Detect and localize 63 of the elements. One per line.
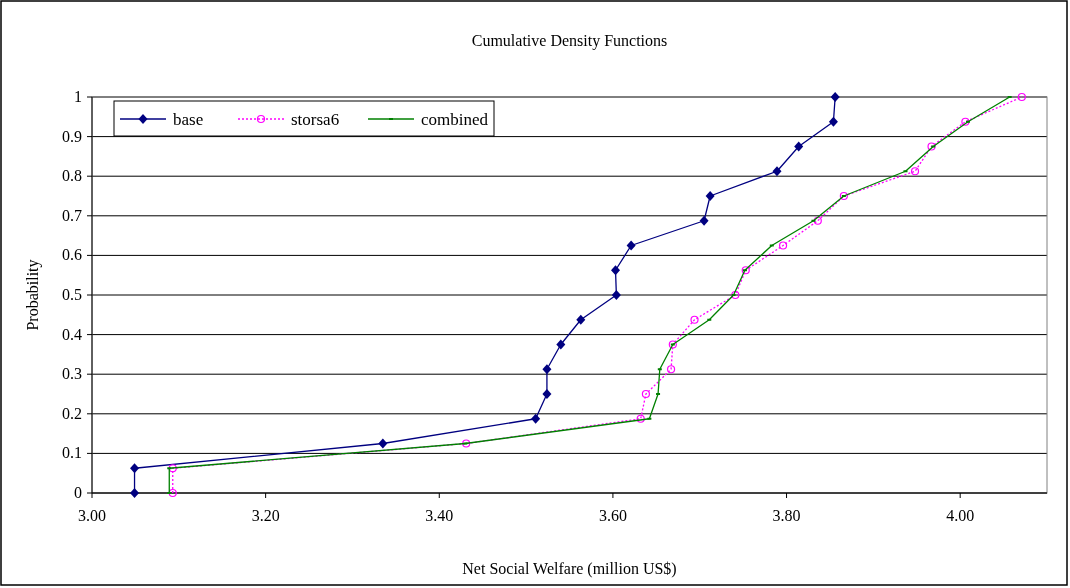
- point: [690, 315, 699, 324]
- point: [778, 241, 788, 250]
- y-tick-label: 0.2: [62, 404, 82, 422]
- point: [130, 463, 140, 474]
- point: [647, 417, 652, 420]
- y-tick-label: 0.3: [62, 365, 82, 383]
- point: [794, 141, 804, 152]
- point: [657, 368, 662, 371]
- legend-label: base: [173, 110, 204, 129]
- x-tick-label: 3.00: [78, 507, 106, 524]
- point: [611, 265, 621, 276]
- legend-label: storsa6: [291, 110, 340, 129]
- point: [811, 219, 816, 222]
- x-tick-label: 3.80: [772, 507, 801, 524]
- y-axis-title: Probability: [24, 259, 42, 331]
- point: [772, 166, 782, 177]
- point: [576, 314, 586, 325]
- y-tick-label: 0.9: [62, 127, 82, 145]
- point: [542, 389, 552, 399]
- y-tick-label: 0.6: [62, 246, 82, 264]
- point: [168, 464, 177, 473]
- y-tick-label: 0.4: [62, 325, 82, 343]
- point: [378, 438, 388, 449]
- point: [130, 488, 140, 498]
- point: [828, 116, 838, 127]
- point: [641, 389, 650, 399]
- y-tick-label: 0: [74, 484, 82, 501]
- point: [966, 120, 970, 123]
- point: [556, 339, 566, 350]
- y-tick-label: 0.1: [62, 444, 82, 462]
- point: [531, 413, 541, 424]
- point: [168, 488, 177, 498]
- point: [707, 318, 712, 321]
- y-tick-label: 1: [74, 88, 82, 105]
- point: [830, 92, 840, 102]
- x-tick-label: 3.20: [251, 507, 280, 524]
- x-tick-label: 4.00: [946, 507, 975, 524]
- point: [961, 117, 970, 126]
- point: [705, 191, 715, 201]
- point: [839, 191, 848, 201]
- point: [769, 244, 774, 247]
- point: [813, 216, 822, 225]
- point: [1017, 92, 1026, 102]
- point: [910, 167, 920, 176]
- point: [903, 170, 908, 173]
- legend-label: combined: [421, 110, 489, 129]
- point: [611, 290, 621, 300]
- point: [666, 365, 676, 374]
- point: [699, 215, 709, 226]
- point: [636, 414, 645, 423]
- point: [927, 142, 936, 151]
- point: [626, 240, 636, 251]
- point: [167, 467, 172, 470]
- chart-title: Cumulative Density Functions: [471, 32, 668, 50]
- point: [931, 145, 936, 148]
- x-tick-label: 3.40: [425, 507, 454, 524]
- point: [731, 290, 740, 300]
- y-tick-label: 0.7: [62, 206, 82, 224]
- x-tick-label: 3.60: [598, 507, 627, 524]
- y-tick-label: 0.5: [62, 286, 82, 303]
- point: [542, 364, 552, 375]
- y-tick-label: 0.8: [62, 167, 82, 185]
- x-axis-title: Net Social Welfare (million US$): [462, 560, 677, 578]
